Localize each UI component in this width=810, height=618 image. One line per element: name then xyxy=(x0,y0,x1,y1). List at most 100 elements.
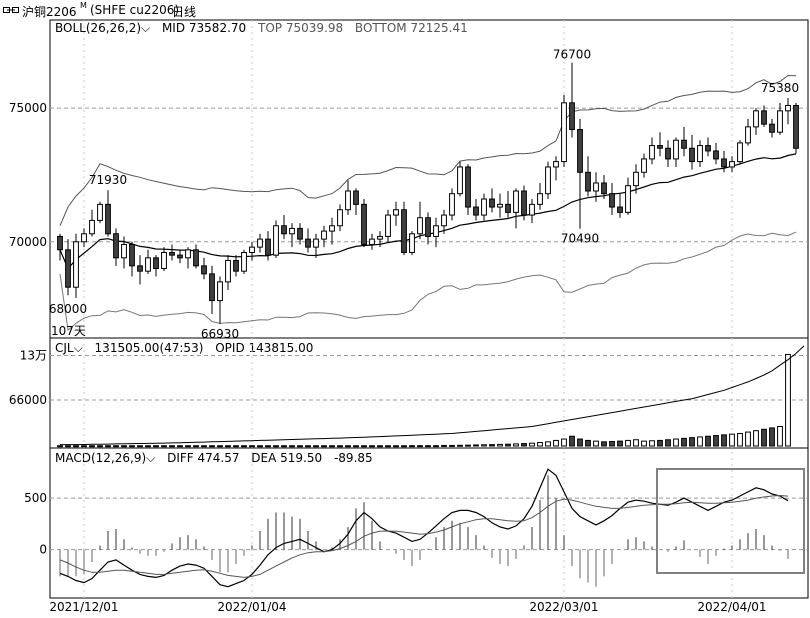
candle-body xyxy=(129,243,135,267)
volume-bar xyxy=(361,445,367,448)
boll-mid: MID 73582.70 xyxy=(161,21,247,35)
candle-body xyxy=(185,249,191,259)
candle-body xyxy=(553,161,559,168)
volume-bar xyxy=(433,445,439,448)
boll-dropdown-icon[interactable]: ⌵ xyxy=(141,21,151,35)
volume-bar xyxy=(337,445,343,448)
candle-body xyxy=(201,265,207,275)
boll-top: TOP 75039.98 xyxy=(258,21,344,35)
boll-label[interactable]: BOLL(26,26,2) xyxy=(55,21,142,35)
candle-body xyxy=(529,203,535,216)
candle-body xyxy=(457,166,463,195)
candle-body xyxy=(249,246,255,253)
candle-body xyxy=(785,104,791,112)
candle-body xyxy=(769,123,775,133)
volume-bar xyxy=(185,445,191,448)
candle-body xyxy=(105,203,111,235)
macd-dea: DEA 519.50 xyxy=(251,451,323,465)
volume-bar xyxy=(505,443,511,447)
volume-bar xyxy=(721,434,727,447)
candle-body xyxy=(681,139,687,149)
volume-bar xyxy=(657,439,663,447)
candle-body xyxy=(449,193,455,216)
volume-bar xyxy=(353,445,359,448)
volume-bar xyxy=(193,445,199,448)
candle-body xyxy=(489,198,495,208)
candle-body xyxy=(577,129,583,173)
volume-bar xyxy=(585,439,591,447)
period-selector[interactable]: 日线 xyxy=(172,5,197,19)
candle-body xyxy=(257,238,263,248)
candle-body xyxy=(625,185,631,213)
opid-line xyxy=(60,345,805,446)
volume-bar xyxy=(529,442,535,447)
highlight-box xyxy=(656,468,805,574)
candle-body xyxy=(417,217,423,235)
symbol-name: 沪铜2206 xyxy=(22,5,77,19)
date-tick-label: 2022/03/01 xyxy=(529,600,598,614)
volume-bar xyxy=(177,445,183,448)
candle-body xyxy=(593,182,599,192)
candle-body xyxy=(113,233,119,259)
volume-bar xyxy=(121,445,127,448)
volume-tick-label: 13万 xyxy=(20,348,47,362)
candle-body xyxy=(313,238,319,248)
volume-bar xyxy=(57,445,63,448)
volume-bar xyxy=(465,444,471,447)
volume-bar xyxy=(233,445,239,448)
candle-body xyxy=(729,161,735,168)
volume-bar xyxy=(521,443,527,447)
cjl-dropdown-icon[interactable]: ⌵ xyxy=(73,341,83,355)
volume-bar xyxy=(321,445,327,448)
candle-body xyxy=(513,190,519,213)
volume-bar xyxy=(449,444,455,447)
volume-bar xyxy=(777,426,783,447)
candle-body xyxy=(433,225,439,237)
macd-dropdown-icon[interactable]: ⌵ xyxy=(146,451,156,465)
volume-bar xyxy=(753,430,759,447)
cjl-label[interactable]: CJL xyxy=(55,341,74,355)
boll-header: BOLL(26,26,2)⌵ MID 73582.70 TOP 75039.98… xyxy=(55,21,476,36)
candle-body xyxy=(65,249,71,288)
candle-body xyxy=(297,227,303,240)
candle-body xyxy=(745,126,751,144)
volume-bar xyxy=(697,436,703,447)
volume-bar xyxy=(569,435,575,447)
volume-bar xyxy=(249,445,255,448)
volume-bar xyxy=(273,445,279,448)
candle-body xyxy=(329,225,335,232)
candle-body xyxy=(161,251,167,270)
candle-body xyxy=(705,145,711,152)
volume-bar xyxy=(209,445,215,448)
candle-body xyxy=(569,102,575,131)
date-tick-label: 2022/01/04 xyxy=(217,600,286,614)
candle-body xyxy=(337,209,343,227)
volume-bar xyxy=(345,445,351,448)
volume-bar xyxy=(601,441,607,447)
candle-body xyxy=(505,203,511,213)
volume-bar xyxy=(497,443,503,447)
volume-bar xyxy=(689,437,695,447)
candle-body xyxy=(401,209,407,253)
candle-body xyxy=(273,225,279,256)
volume-bar xyxy=(289,445,295,448)
candle-body xyxy=(369,238,375,245)
volume-bar xyxy=(129,445,135,448)
candle-body xyxy=(393,209,399,216)
macd-label[interactable]: MACD(12,26,9) xyxy=(55,451,147,465)
cjl-opid: OPID 143815.00 xyxy=(215,341,314,355)
volume-bar xyxy=(457,444,463,447)
macd-value: -89.85 xyxy=(333,451,373,465)
annotation-high-76700: 76700 xyxy=(553,48,591,62)
candle-body xyxy=(641,158,647,173)
volume-bar xyxy=(201,445,207,448)
volume-bar xyxy=(425,445,431,448)
candle-body xyxy=(609,193,615,208)
volume-bar xyxy=(369,445,375,448)
link-icon[interactable] xyxy=(3,5,19,15)
boll-bottom: BOTTOM 72125.41 xyxy=(354,21,468,35)
candle-body xyxy=(57,235,63,251)
candle-body xyxy=(409,233,415,253)
annotation-low-70490: 70490 xyxy=(561,232,599,246)
